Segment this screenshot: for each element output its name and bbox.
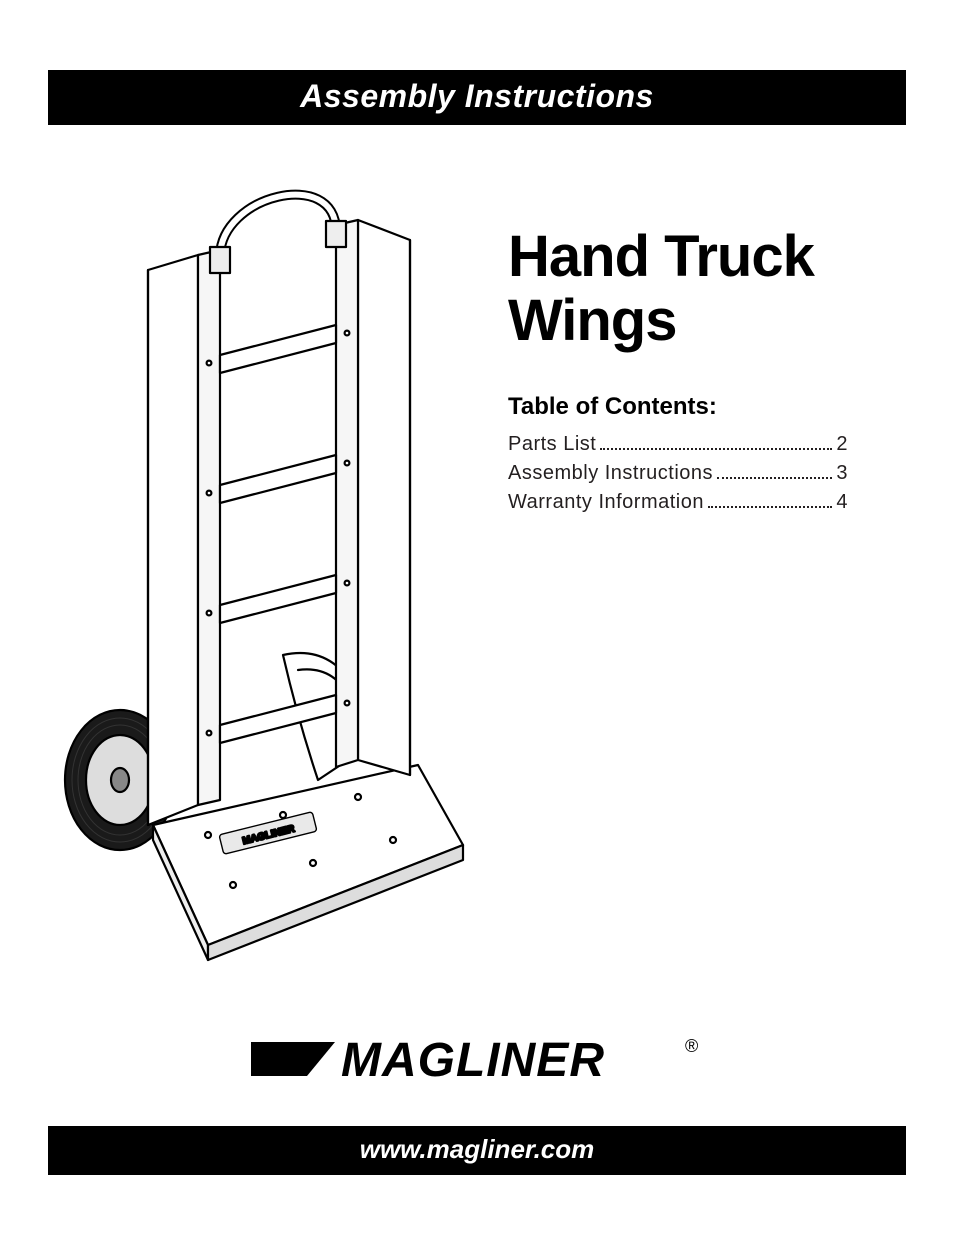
page: Assembly Instructions: [0, 0, 954, 1235]
toc-item-label: Warranty Information: [508, 491, 704, 514]
header-bar: Assembly Instructions: [48, 70, 906, 125]
registered-mark: ®: [685, 1036, 698, 1056]
footer-url: www.magliner.com: [360, 1134, 595, 1164]
footer-bar: www.magliner.com: [48, 1126, 906, 1175]
toc-dots: [600, 434, 832, 450]
header-title: Assembly Instructions: [300, 78, 654, 114]
product-title: Hand Truck Wings: [508, 225, 906, 353]
product-title-line2: Wings: [508, 288, 676, 353]
magliner-logo: MAGLINER ®: [247, 1030, 707, 1090]
toc-list: Parts List 2 Assembly Instructions 3 War…: [508, 433, 848, 514]
toc-item: Parts List 2: [508, 433, 848, 456]
toc-item-label: Assembly Instructions: [508, 462, 713, 485]
toc-dots: [708, 492, 832, 508]
toc-heading: Table of Contents:: [508, 393, 906, 421]
toc-item-page: 4: [836, 491, 848, 514]
illustration-column: MAGLINER: [48, 185, 478, 965]
brand-name-text: MAGLINER: [341, 1034, 605, 1087]
toc-item: Warranty Information 4: [508, 491, 848, 514]
toc-item-label: Parts List: [508, 433, 596, 456]
toc-dots: [717, 463, 832, 479]
toc-item: Assembly Instructions 3: [508, 462, 848, 485]
product-title-line1: Hand Truck: [508, 224, 814, 289]
text-column: Hand Truck Wings Table of Contents: Part…: [508, 185, 906, 965]
hand-truck-illustration: MAGLINER: [58, 185, 468, 965]
brand-block: MAGLINER ®: [0, 1030, 954, 1095]
body-row: MAGLINER: [48, 185, 906, 965]
toc-item-page: 2: [836, 433, 848, 456]
toc-item-page: 3: [836, 462, 848, 485]
